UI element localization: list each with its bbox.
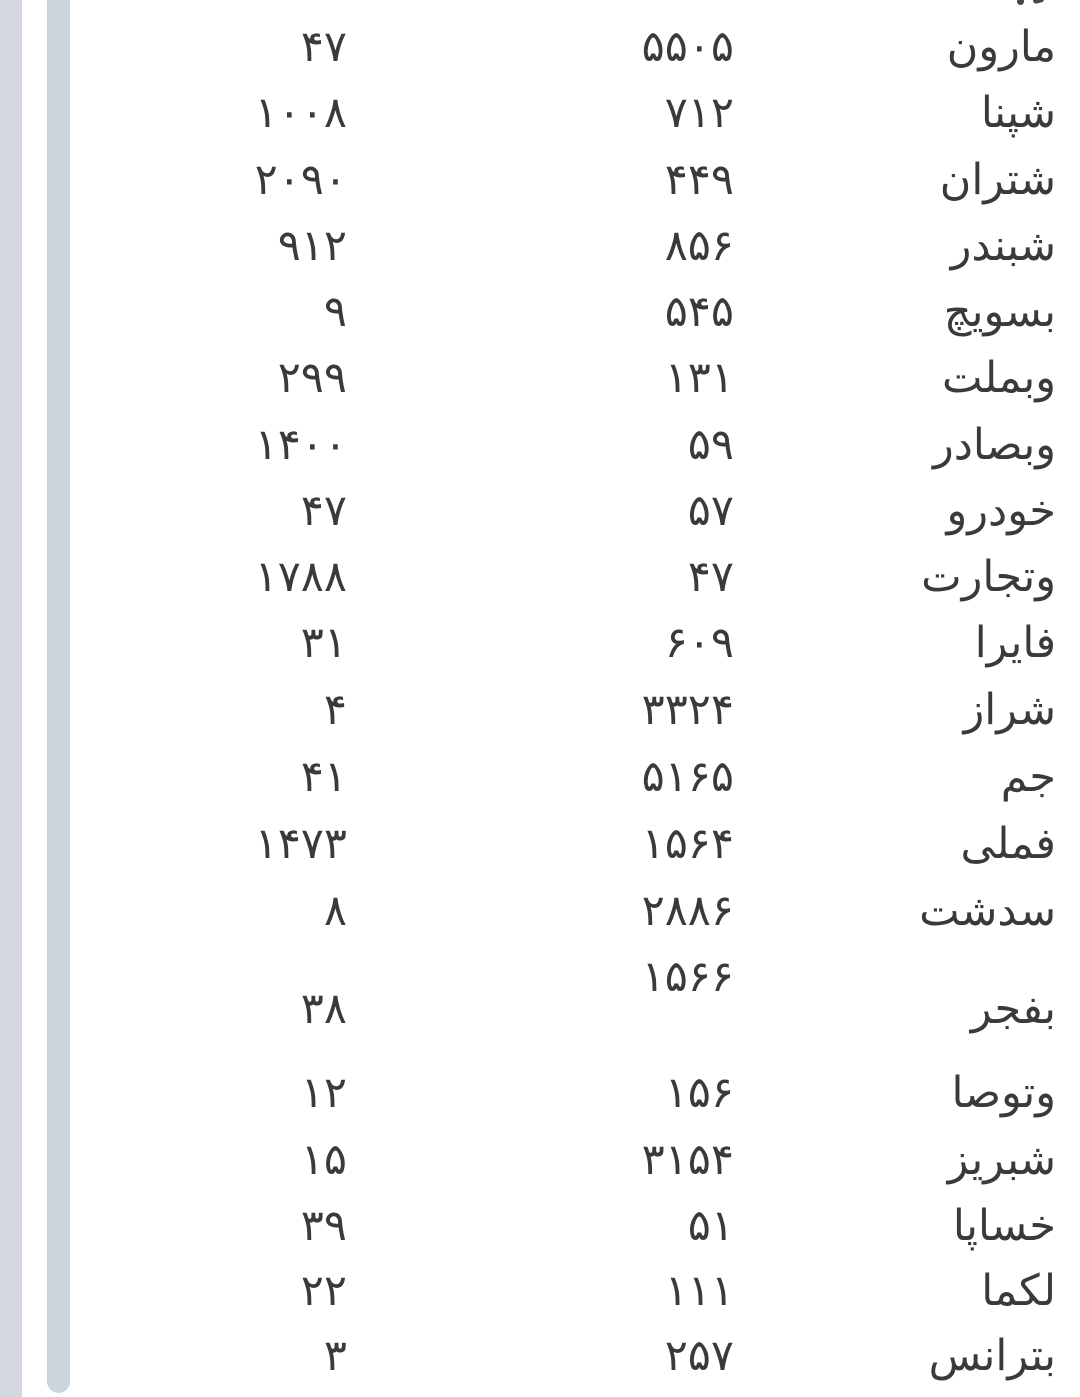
- ticker-name: شپنا: [980, 88, 1056, 138]
- table-row: وتوصا ۱۵۶ ۱۲: [0, 1060, 1080, 1126]
- ticker-name: خساپا: [952, 1201, 1056, 1251]
- table-row: جم ۵۱۶۵ ۴۱: [0, 744, 1080, 810]
- left-value: ۲۹۹: [277, 353, 347, 403]
- mid-value: ۵۷: [687, 486, 734, 536]
- ticker-name: بترانس: [928, 1331, 1056, 1381]
- table-row: شبریز ۳۱۵۴ ۱۵: [0, 1127, 1080, 1193]
- ticker-name: وبصادر: [932, 420, 1056, 470]
- left-value: ۲۰۹۰: [254, 155, 347, 205]
- scrollbar-thumb[interactable]: [47, 0, 70, 1393]
- mid-value: ۵۱۶۵: [641, 752, 734, 802]
- mid-value: ۱۵۶۴: [641, 819, 734, 869]
- mid-value: ۱۵۶۶: [641, 952, 734, 1002]
- ticker-name: وتوصا: [951, 1068, 1056, 1118]
- mid-value: ۵۱: [687, 1201, 734, 1251]
- ticker-name: بفجر: [970, 984, 1056, 1034]
- ticker-name: بسویچ: [943, 287, 1056, 337]
- table-row: شپنا ۷۱۲ ۱۰۰۸: [0, 80, 1080, 146]
- table-row: وبصادر ۵۹ ۱۴۰۰: [0, 412, 1080, 478]
- table-row: وتجارت ۴۷ ۱۷۸۸: [0, 544, 1080, 610]
- ticker-name: شبریز: [947, 1135, 1056, 1185]
- table-row: فملی ۱۵۶۴ ۱۴۷۳: [0, 811, 1080, 877]
- mid-value: ۴۴۹: [664, 155, 734, 205]
- table-row: مارون ۵۵۰۵ ۴۷: [0, 14, 1080, 80]
- left-value: ۹: [323, 287, 347, 337]
- table-row: بسویچ ۵۴۵ ۹: [0, 279, 1080, 345]
- left-value: ۴: [323, 685, 347, 735]
- table-row: وبملت ۱۳۱ ۲۹۹: [0, 345, 1080, 411]
- table-row: لکما ۱۱۱ ۲۲: [0, 1258, 1080, 1324]
- ticker-name: وتجارت: [921, 552, 1056, 602]
- mid-value: ۱۳۱: [664, 353, 734, 403]
- ticker-name: فملی: [960, 819, 1057, 869]
- table-row: بترانس ۲۵۷ ۳: [0, 1323, 1080, 1389]
- mid-value: ۶۰۹: [664, 618, 734, 668]
- left-value: ۱۷۸۸: [254, 552, 347, 602]
- clipped-glyph-dot: [1017, 0, 1024, 5]
- mid-value: ۵۴۵: [664, 287, 734, 337]
- left-value: ۱۴۰۰: [254, 420, 347, 470]
- table-row: شبندر ۸۵۶ ۹۱۲: [0, 213, 1080, 279]
- left-value: ۱۵: [300, 1135, 347, 1185]
- table-row: بفجر ۱۵۶۶ ۳۸: [0, 952, 1080, 1042]
- left-value: ۱۰۰۸: [254, 88, 347, 138]
- left-value: ۴۱: [300, 752, 347, 802]
- table-row: فایرا ۶۰۹ ۳۱: [0, 610, 1080, 676]
- left-value: ۱۲: [300, 1068, 347, 1118]
- mid-value: ۷۱۲: [664, 88, 734, 138]
- left-value: ۹۱۲: [277, 221, 347, 271]
- ticker-name: خودرو: [946, 486, 1056, 536]
- ticker-name: وبملت: [941, 353, 1056, 403]
- mid-value: ۵۹: [687, 420, 734, 470]
- ticker-name: شراز: [963, 685, 1056, 735]
- left-value: ۳۹: [300, 1201, 347, 1251]
- mid-value: ۱۱۱: [664, 1266, 734, 1316]
- mid-value: ۴۷: [687, 552, 734, 602]
- table-row: شتران ۴۴۹ ۲۰۹۰: [0, 147, 1080, 213]
- left-value: ۲۲: [300, 1266, 347, 1316]
- ticker-name: لکما: [981, 1266, 1056, 1316]
- left-value: ۳۸: [300, 984, 347, 1034]
- left-value: ۸: [323, 886, 347, 936]
- left-value: ۳۱: [300, 618, 347, 668]
- ticker-name: جم: [1000, 752, 1056, 802]
- mid-value: ۸۵۶: [664, 221, 734, 271]
- left-value: ۴۷: [300, 22, 347, 72]
- ticker-name: سدشت: [919, 886, 1056, 936]
- mid-value: ۲۵۷: [664, 1331, 734, 1381]
- table-row: شراز ۳۳۲۴ ۴: [0, 677, 1080, 743]
- ticker-name: مارون: [946, 22, 1056, 72]
- left-value: ۳: [323, 1331, 347, 1381]
- ticker-name: شتران: [939, 155, 1056, 205]
- side-scroll-track: [0, 0, 22, 1397]
- mid-value: ۳۱۵۴: [641, 1135, 734, 1185]
- left-value: ۴۷: [300, 486, 347, 536]
- ticker-name: فایرا: [974, 618, 1056, 668]
- mid-value: ۱۵۶: [664, 1068, 734, 1118]
- table-row: خودرو ۵۷ ۴۷: [0, 478, 1080, 544]
- table-row: سدشت ۲۸۸۶ ۸: [0, 878, 1080, 944]
- left-value: ۱۴۷۳: [254, 819, 347, 869]
- mid-value: ۲۸۸۶: [641, 886, 734, 936]
- table-row: خساپا ۵۱ ۳۹: [0, 1193, 1080, 1259]
- mid-value: ۵۵۰۵: [641, 22, 734, 72]
- mid-value: ۳۳۲۴: [641, 685, 734, 735]
- ticker-name: شبندر: [950, 221, 1056, 271]
